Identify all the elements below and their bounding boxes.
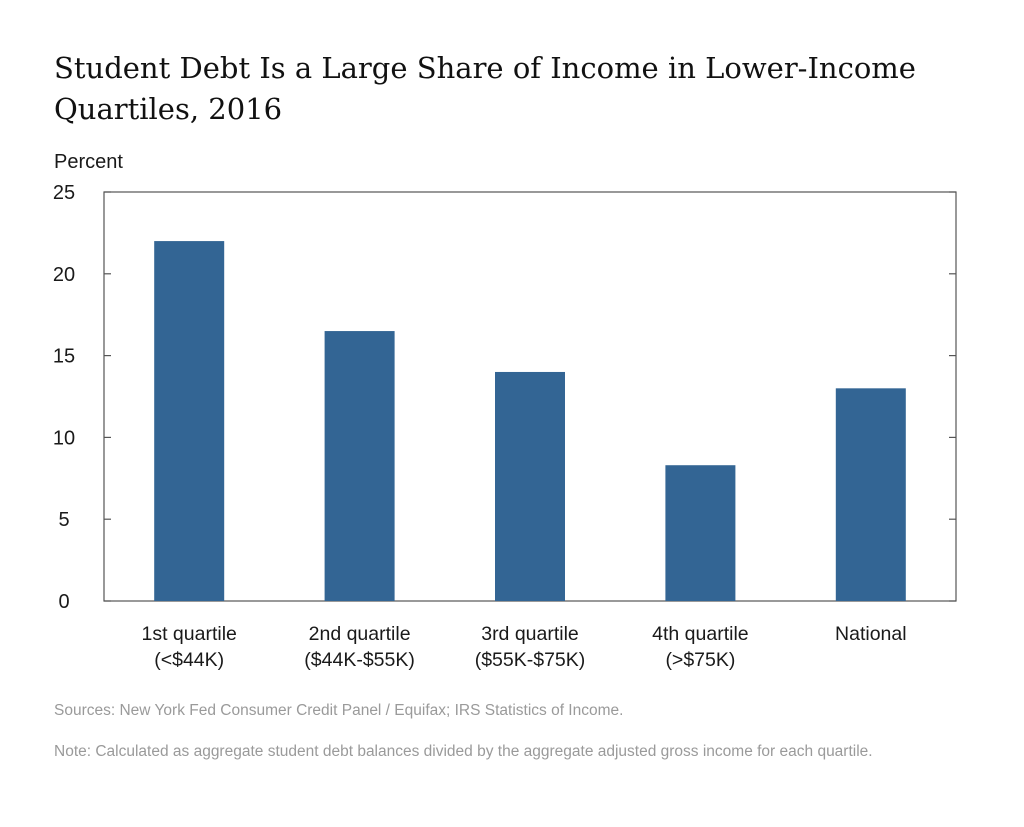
x-tick-label: 4th quartile (>$75K) bbox=[652, 623, 748, 671]
y-axis-label: Percent bbox=[54, 151, 123, 173]
y-tick-label: 0 bbox=[58, 591, 69, 613]
y-tick-label: 20 bbox=[53, 264, 75, 286]
bar bbox=[665, 465, 736, 601]
chart-title: Student Debt Is a Large Share of Income … bbox=[54, 51, 916, 126]
methodology-note: Note: Calculated as aggregate student de… bbox=[54, 743, 873, 760]
x-tick-label: 3rd quartile ($55K-$75K) bbox=[475, 623, 586, 671]
y-tick-label: 5 bbox=[58, 509, 69, 531]
bar bbox=[835, 388, 906, 601]
y-tick-label: 15 bbox=[53, 346, 75, 368]
bar bbox=[495, 371, 565, 601]
y-tick-label: 10 bbox=[53, 427, 75, 449]
bar bbox=[154, 241, 225, 601]
x-tick-label: 1st quartile (<$44K) bbox=[142, 623, 237, 671]
x-tick-label: National bbox=[835, 623, 907, 645]
y-tick-label: 25 bbox=[53, 182, 75, 204]
x-tick-label: 2nd quartile ($44K-$55K) bbox=[304, 623, 415, 671]
sources-note: Sources: New York Fed Consumer Credit Pa… bbox=[54, 702, 624, 719]
bar bbox=[324, 331, 395, 601]
